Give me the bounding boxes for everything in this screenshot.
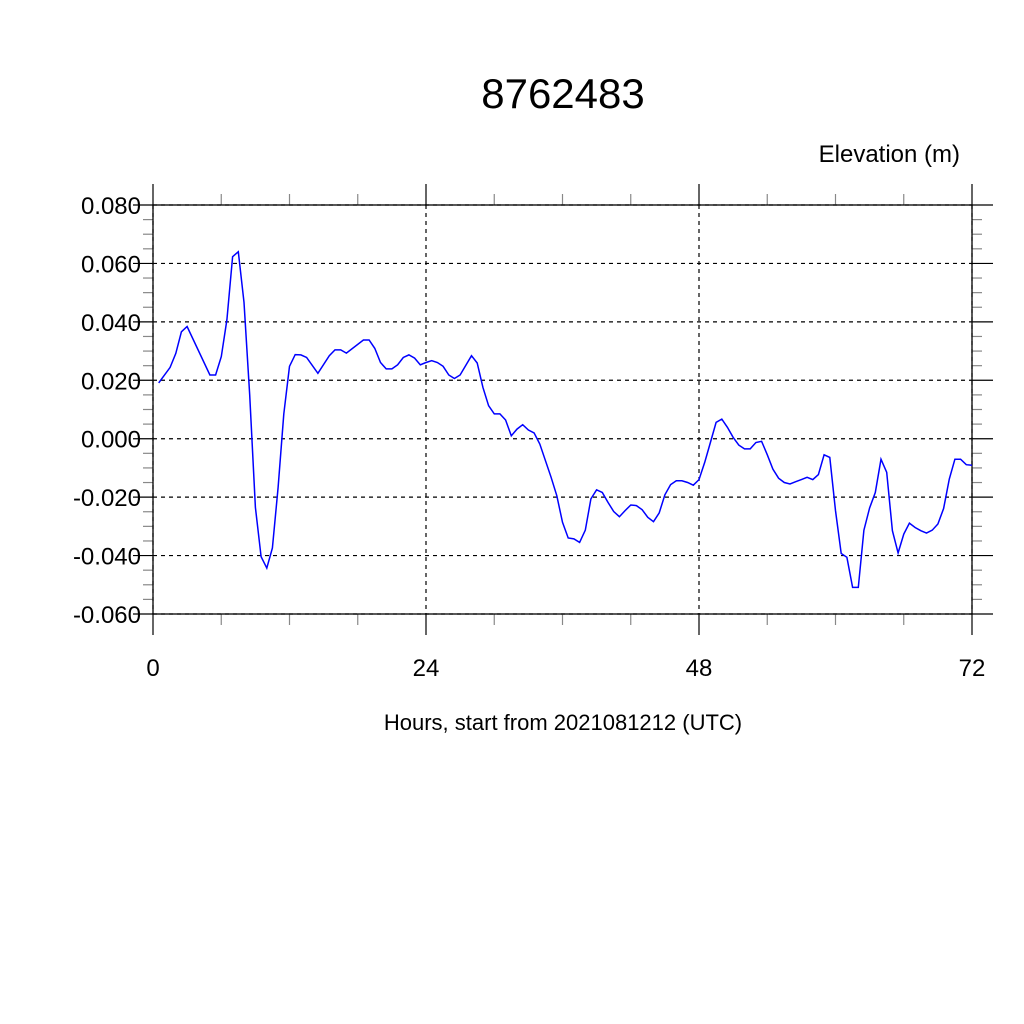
elevation-series-line bbox=[158, 250, 973, 589]
x-tick-label: 24 bbox=[413, 655, 440, 682]
y-tick-label: 0.040 bbox=[81, 310, 141, 337]
y-tick-label: 0.060 bbox=[81, 251, 141, 278]
plot-frame bbox=[152, 204, 973, 615]
tick-labels: 0 24 48 72 -0.060 -0.040 -0.020 0.000 0.020 0.040… bbox=[73, 193, 985, 682]
x-axis-label: Hours, start from 2021081212 (UTC) bbox=[384, 710, 742, 735]
axis-ticks bbox=[133, 184, 993, 635]
y-tick-label: -0.020 bbox=[73, 485, 141, 512]
y-tick-label: 0.080 bbox=[81, 193, 141, 220]
y-tick-label: 0.000 bbox=[81, 427, 141, 454]
chart-title: 8762483 bbox=[481, 70, 645, 117]
x-tick-label: 72 bbox=[959, 655, 986, 682]
y-tick-label: -0.040 bbox=[73, 544, 141, 571]
x-tick-label: 48 bbox=[686, 655, 713, 682]
x-tick-label: 0 bbox=[146, 655, 159, 682]
y-tick-label: 0.020 bbox=[81, 368, 141, 395]
y-axis-label: Elevation (m) bbox=[819, 141, 960, 168]
grid-lines bbox=[152, 204, 973, 615]
y-tick-label: -0.060 bbox=[73, 602, 141, 629]
